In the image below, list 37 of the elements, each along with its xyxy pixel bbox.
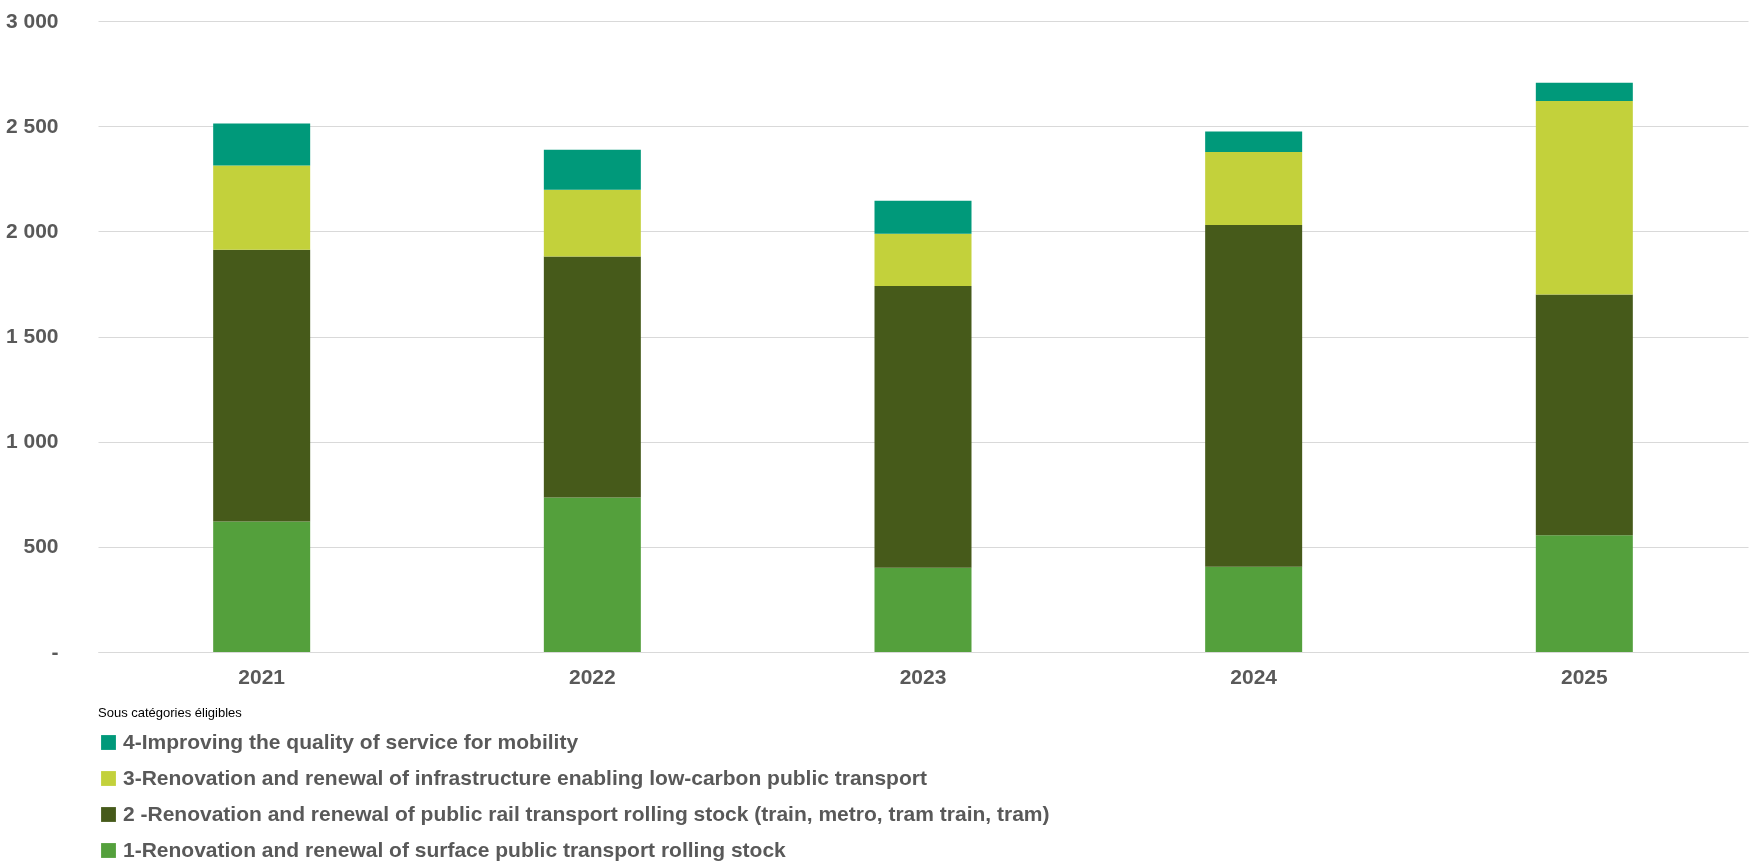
y-tick-label: 500 <box>23 534 59 558</box>
legend-label: 1-Renovation and renewal of surface public transport rolling stock <box>123 837 787 861</box>
legend-label: 3-Renovation and renewal of infrastructure enabling low-carbon public transport <box>123 765 927 789</box>
y-tick-label: 2 000 <box>5 218 59 242</box>
bar <box>213 521 311 652</box>
bar <box>874 233 972 287</box>
y-tick-label: 1 000 <box>5 429 59 453</box>
y-tick-label: 3 000 <box>5 8 59 32</box>
bar <box>1205 152 1303 226</box>
x-tick-label: 2021 <box>238 664 286 688</box>
bar <box>213 249 311 522</box>
legend-label: 2 -Renovation and renewal of public rail transport rolling stock (train, metro, tram train, tram) <box>123 801 1050 825</box>
bar <box>874 200 972 234</box>
bar <box>1535 82 1633 101</box>
y-tick-label: - <box>51 639 59 663</box>
bar <box>1205 131 1303 153</box>
bar <box>1535 100 1633 295</box>
bar <box>543 497 641 652</box>
bar <box>543 189 641 257</box>
x-tick-label: 2023 <box>899 664 947 688</box>
bar <box>874 567 972 652</box>
bar <box>1535 294 1633 536</box>
bar <box>1205 225 1303 567</box>
x-tick-label: 2024 <box>1230 664 1278 688</box>
legend-title: Sous catégories éligibles <box>98 705 243 720</box>
bar <box>543 149 641 190</box>
bar <box>213 165 311 250</box>
bar <box>1535 535 1633 652</box>
bar <box>874 286 972 568</box>
legend-label: 4-Improving the quality of service for mobility <box>123 729 579 753</box>
y-tick-label: 1 500 <box>5 324 59 347</box>
x-tick-label: 2022 <box>568 664 616 688</box>
bar <box>543 256 641 498</box>
bar <box>213 123 311 166</box>
x-tick-label: 2025 <box>1560 664 1608 688</box>
y-tick-label: 2 500 <box>5 113 59 137</box>
bar <box>1205 566 1303 652</box>
